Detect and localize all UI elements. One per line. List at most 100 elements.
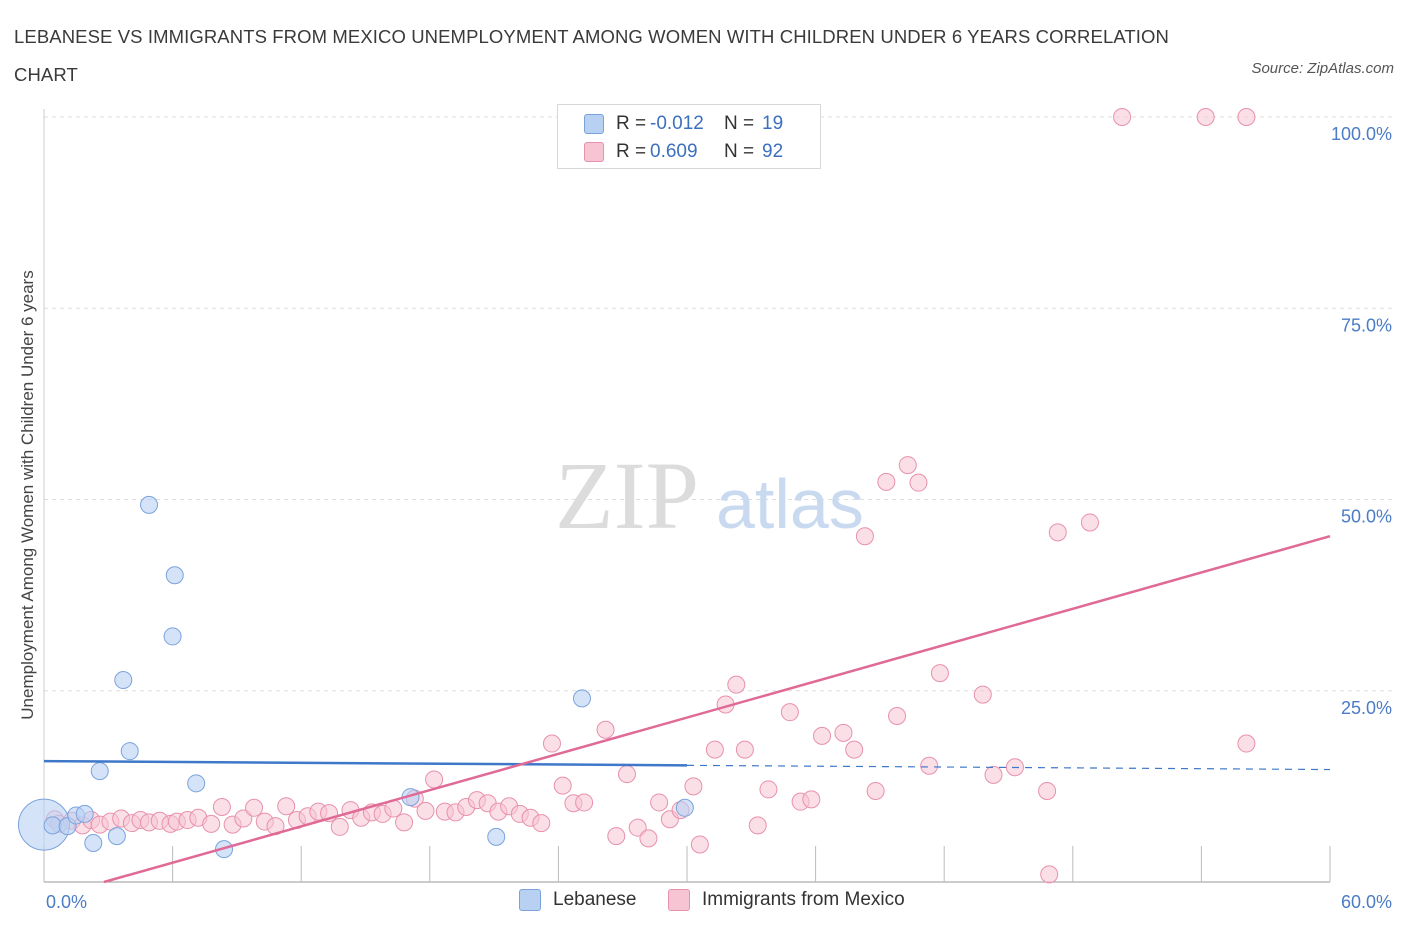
legend-r-label: R = [616, 113, 647, 134]
point-mexico [898, 456, 917, 475]
point-lebanese [107, 827, 126, 846]
point-mexico [888, 706, 907, 725]
point-mexico [780, 703, 799, 722]
point-mexico [855, 527, 874, 546]
x-tick-label-min: 0.0% [46, 892, 87, 912]
point-lebanese [84, 833, 103, 852]
trend-lines [43, 535, 1331, 884]
point-lebanese [140, 495, 159, 514]
legend-swatch-lebanese [519, 889, 541, 911]
y-tick-label: 25.0% [1341, 698, 1392, 718]
legend-row-lebanese: R = -0.012 N = 19 [584, 111, 783, 137]
point-mexico [542, 734, 561, 753]
legend-item-lebanese[interactable]: Lebanese [519, 889, 636, 911]
trend-lebanese-solid [43, 759, 688, 767]
point-mexico [234, 809, 253, 828]
point-mexico [277, 797, 296, 816]
point-lebanese [120, 742, 139, 761]
point-mexico [202, 814, 221, 833]
y-tick-label: 100.0% [1331, 124, 1392, 144]
legend-label-mexico: Immigrants from Mexico [702, 889, 905, 910]
legend-row-mexico: R = 0.609 N = 92 [584, 139, 783, 165]
watermark-zip: ZIP [555, 442, 699, 549]
point-mexico [575, 793, 594, 812]
y-tick-label: 50.0% [1341, 507, 1392, 527]
legend-n-label: N = [724, 113, 755, 134]
point-mexico [1237, 108, 1256, 126]
legend-n-value: 19 [762, 113, 784, 134]
stats-legend: R = -0.012 N = 19 R = 0.609 N = 92 [557, 104, 821, 169]
axes [43, 109, 1331, 883]
watermark: ZIP atlas [555, 442, 864, 549]
point-mexico [596, 720, 615, 739]
point-mexico [330, 817, 349, 836]
grid-lines [44, 116, 1392, 692]
point-mexico [1113, 108, 1132, 126]
point-mexico [650, 793, 669, 812]
point-mexico [845, 740, 864, 759]
point-mexico [416, 801, 435, 820]
point-mexico [1080, 513, 1099, 532]
point-lebanese [675, 798, 694, 817]
legend-r-label: R = [616, 141, 647, 162]
point-lebanese [163, 627, 182, 646]
point-lebanese [165, 566, 184, 585]
point-mexico [735, 740, 754, 759]
point-mexico [727, 675, 746, 694]
point-mexico [1038, 781, 1057, 800]
legend-r-value: 0.609 [650, 141, 698, 162]
point-mexico [532, 814, 551, 833]
point-lebanese [75, 804, 94, 823]
point-mexico [909, 473, 928, 492]
legend-swatch-lebanese [584, 114, 604, 134]
point-mexico [1237, 734, 1256, 753]
point-mexico [212, 798, 231, 817]
point-mexico [425, 770, 444, 789]
point-mexico [930, 664, 949, 683]
legend-swatch-mexico [668, 889, 690, 911]
point-mexico [984, 765, 1003, 784]
point-mexico [802, 790, 821, 809]
point-mexico [690, 835, 709, 854]
legend-label-lebanese: Lebanese [553, 889, 637, 910]
point-lebanese [90, 762, 109, 781]
point-lebanese [572, 689, 591, 708]
point-mexico [834, 723, 853, 742]
point-lebanese [487, 827, 506, 846]
point-mexico [813, 726, 832, 745]
point-mexico [553, 776, 572, 795]
point-mexico [748, 816, 767, 835]
legend-n-label: N = [724, 141, 755, 162]
point-mexico [1196, 108, 1215, 126]
series-legend: Lebanese Immigrants from Mexico [0, 889, 1406, 915]
point-mexico [607, 827, 626, 846]
source-label: Source: ZipAtlas.com [1251, 60, 1394, 77]
point-mexico [973, 685, 992, 704]
watermark-atlas: atlas [716, 465, 864, 543]
point-mexico [705, 740, 724, 759]
point-mexico [759, 780, 778, 799]
point-mexico [1048, 523, 1067, 542]
legend-item-mexico[interactable]: Immigrants from Mexico [668, 889, 905, 911]
point-mexico [639, 829, 658, 848]
series-lebanese-points [18, 495, 694, 859]
point-mexico [877, 472, 896, 491]
series-mexico-points [45, 108, 1256, 884]
x-tick-label-max: 60.0% [1341, 892, 1392, 912]
point-mexico [684, 777, 703, 796]
point-mexico [920, 756, 939, 775]
point-lebanese [114, 671, 133, 690]
point-lebanese [187, 774, 206, 793]
point-mexico [395, 813, 414, 832]
y-tick-label: 75.0% [1341, 315, 1392, 335]
point-mexico [628, 818, 647, 837]
point-lebanese [43, 816, 62, 835]
point-mexico [245, 798, 264, 817]
legend-n-value: 92 [762, 141, 784, 162]
point-mexico [866, 781, 885, 800]
tick-labels: 25.0% 50.0% 75.0% 100.0% 0.0% 60.0% [46, 124, 1392, 912]
point-mexico [617, 765, 636, 784]
legend-r-value: -0.012 [650, 113, 704, 134]
chart-title: LEBANESE VS IMMIGRANTS FROM MEXICO UNEMP… [14, 26, 1169, 85]
